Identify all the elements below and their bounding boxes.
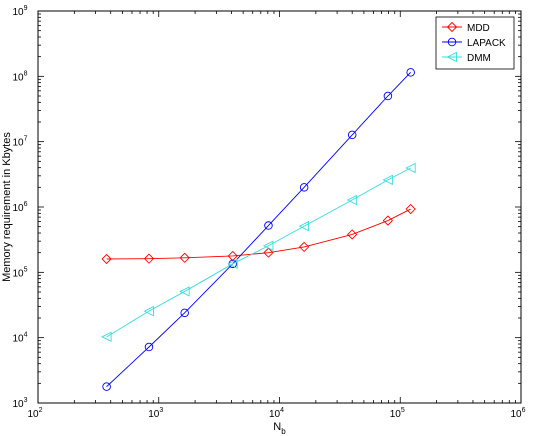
y-tick-exp: 3 — [24, 397, 28, 404]
x-tick-label: 104 — [269, 407, 284, 420]
y-tick-label: 103 — [12, 397, 27, 410]
data-point-lapack — [406, 68, 415, 77]
legend-marker — [446, 51, 457, 63]
data-point-dmm — [143, 305, 154, 317]
y-tick-exp: 4 — [24, 332, 28, 339]
x-axis-title: Nb — [273, 421, 286, 436]
data-point-dmm — [179, 286, 190, 297]
data-point-mdd — [227, 250, 238, 262]
data-point-dmm — [262, 240, 274, 252]
data-point-lapack — [347, 130, 357, 140]
x-axis-title-sub: b — [281, 427, 286, 436]
y-tick-base: 10 — [12, 7, 24, 18]
x-tick-exp: 6 — [522, 407, 526, 414]
data-point-lapack — [102, 382, 111, 391]
y-tick-label: 109 — [12, 5, 27, 18]
y-tick-label: 107 — [12, 136, 27, 149]
y-tick-base: 10 — [12, 203, 24, 214]
data-point-lapack — [264, 221, 273, 230]
y-tick-base: 10 — [12, 72, 24, 83]
data-point-mdd — [143, 253, 155, 264]
x-tick-base: 10 — [269, 409, 281, 420]
data-point-lapack — [299, 183, 309, 192]
series-line-lapack — [106, 72, 412, 387]
x-tick-label: 105 — [390, 407, 405, 420]
data-point-mdd — [263, 247, 274, 258]
legend-item-lapack: LAPACK — [442, 37, 506, 49]
data-point-lapack — [144, 342, 154, 352]
plot-frame — [37, 10, 522, 404]
data-point-mdd — [101, 253, 112, 265]
legend-item-mdd: MDD — [442, 21, 490, 34]
data-point-lapack — [383, 91, 393, 101]
data-point-dmm — [298, 220, 310, 232]
series-layer — [101, 68, 416, 391]
y-tick-base: 10 — [12, 268, 24, 279]
legend-label: MDD — [467, 23, 490, 34]
data-point-mdd — [179, 252, 190, 263]
data-point-lapack — [180, 308, 189, 318]
x-tick-exp: 5 — [401, 407, 405, 414]
x-tick-base: 10 — [390, 409, 402, 420]
legend-item-dmm: DMM — [442, 51, 491, 64]
y-tick-label: 106 — [12, 201, 27, 214]
y-tick-exp: 6 — [24, 201, 28, 208]
legend: MDD LAPACK DMM — [435, 16, 515, 70]
x-tick-base: 10 — [148, 409, 160, 420]
x-tick-label: 102 — [27, 407, 42, 420]
y-tick-label: 104 — [12, 332, 27, 345]
y-tick-exp: 7 — [24, 136, 28, 143]
data-point-dmm — [405, 162, 416, 174]
y-tick-base: 10 — [12, 334, 24, 345]
data-point-mdd — [382, 215, 394, 226]
y-tick-label: 105 — [12, 266, 27, 279]
series-lapack — [102, 68, 415, 391]
legend-label: LAPACK — [467, 38, 506, 49]
legend-marker — [446, 21, 458, 33]
x-tick-exp: 2 — [39, 407, 43, 414]
x-tick-label: 103 — [148, 407, 163, 420]
y-axis-title: Memory requirement in Kbytes — [1, 132, 13, 282]
data-point-mdd — [347, 229, 358, 240]
y-tick-exp: 5 — [24, 266, 28, 273]
data-point-mdd — [405, 203, 416, 215]
y-tick-label: 108 — [12, 70, 27, 83]
y-tick-base: 10 — [12, 138, 24, 149]
series-mdd — [101, 203, 416, 265]
series-dmm — [101, 162, 416, 343]
series-line-mdd — [106, 208, 411, 260]
x-tick-base: 10 — [27, 409, 39, 420]
data-point-dmm — [227, 258, 238, 270]
x-tick-exp: 3 — [159, 407, 163, 414]
y-tick-exp: 9 — [24, 5, 28, 12]
x-tick-label: 106 — [510, 407, 525, 420]
data-point-dmm — [101, 331, 112, 343]
x-tick-exp: 4 — [280, 407, 284, 414]
series-line-dmm — [106, 167, 411, 338]
y-tick-base: 10 — [12, 399, 24, 410]
data-point-dmm — [346, 194, 358, 206]
legend-label: DMM — [467, 53, 491, 64]
data-point-dmm — [382, 174, 393, 186]
x-tick-base: 10 — [510, 409, 522, 420]
x-axis-title-main: N — [273, 421, 281, 433]
data-point-mdd — [299, 241, 310, 253]
y-tick-exp: 8 — [24, 70, 28, 77]
legend-marker — [447, 37, 457, 47]
